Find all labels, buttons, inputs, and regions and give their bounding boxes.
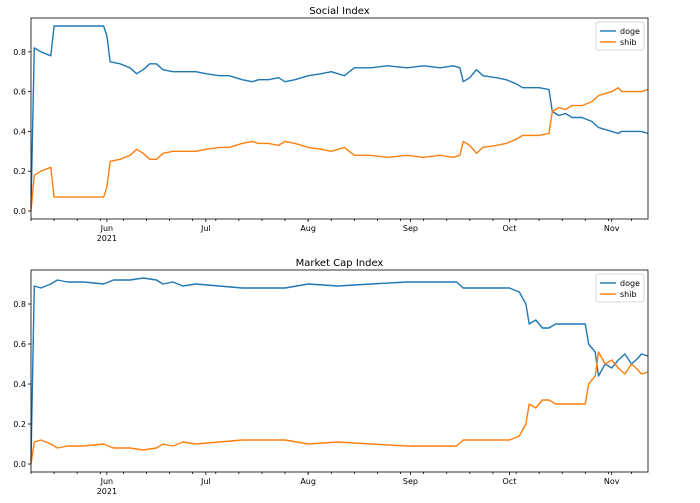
y-tick-label: 0.0 [13,460,26,469]
x-tick-label: Sep [403,224,418,233]
y-tick-label: 0.6 [13,88,26,97]
x-tick-label: Jun [100,224,114,233]
legend: doge shib [595,21,645,51]
x-tick-label: Sep [403,477,418,486]
y-tick-label: 0.4 [13,380,26,389]
legend: doge shib [595,273,645,303]
chart-title: Social Index [309,6,369,17]
x-tick-label: Jun [100,477,114,486]
plot-frame [30,17,649,220]
x-tick-label: Nov [604,477,620,486]
legend-label-doge: doge [620,27,640,36]
legend-label-shib: shib [620,290,637,299]
y-tick-label: 0.2 [13,167,26,176]
plot-frame [30,269,649,473]
legend-box [595,273,645,303]
x-tick-label: Aug [300,224,316,233]
x-tick-sublabel: 2021 [97,234,117,243]
legend-box [595,21,645,51]
x-tick-label: Oct [503,224,517,233]
x-tick-label: Jul [200,477,211,486]
legend-label-shib: shib [620,38,637,47]
series-line-doge [30,277,649,461]
x-tick-label: Aug [300,477,316,486]
y-tick-label: 0.4 [13,127,26,136]
x-tick-label: Oct [503,477,517,486]
x-tick-sublabel: 2021 [97,487,117,496]
y-tick-label: 0.6 [13,340,26,349]
chart-title: Market Cap Index [296,258,384,269]
x-tick-label: Jul [200,224,211,233]
y-tick-label: 0.8 [13,48,26,57]
legend-label-doge: doge [620,279,640,288]
series-line-shib [30,87,649,212]
y-tick-label: 0.8 [13,300,26,309]
y-tick-label: 0.0 [13,207,26,216]
x-tick-label: Nov [604,224,620,233]
y-tick-label: 0.2 [13,420,26,429]
series-line-shib [30,351,649,465]
series-line-doge [30,25,649,208]
